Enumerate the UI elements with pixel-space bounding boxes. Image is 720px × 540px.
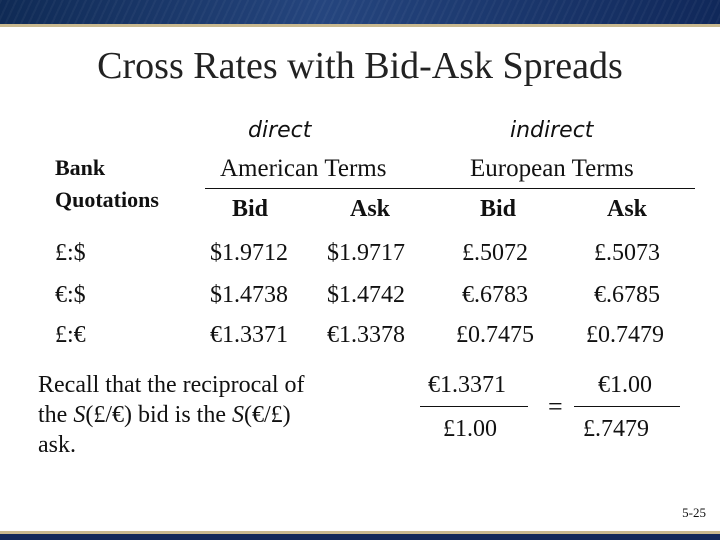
annotation-direct: direct [248, 118, 312, 143]
slide-title: Cross Rates with Bid-Ask Spreads [97, 45, 623, 87]
column-header-ask-american: Ask [350, 196, 391, 222]
table-cell: $1.4738 [210, 282, 288, 308]
note-symbol-s: S [231, 402, 244, 428]
left-numerator: €1.3371 [428, 372, 506, 398]
reciprocal-note: Recall that the reciprocal of the S(£/€)… [38, 370, 398, 460]
row-label: £:€ [55, 322, 86, 348]
left-denominator: £1.00 [443, 416, 497, 442]
note-line-3: ask. [38, 432, 76, 458]
column-header-bid-european: Bid [480, 196, 517, 222]
table-cell: £.5072 [462, 240, 528, 266]
note-text: the [38, 402, 74, 428]
note-line-2: the S(£/€) bid is the S(€/£) [38, 400, 398, 430]
column-header-ask-european: Ask [607, 196, 648, 222]
note-text: (€/£) [243, 402, 291, 428]
table-cell: €.6783 [462, 282, 528, 308]
left-fraction-bar [420, 406, 528, 407]
header-rule [205, 188, 695, 189]
table-cell: €1.3371 [210, 322, 288, 348]
row-label: £:$ [55, 240, 86, 266]
annotation-indirect: indirect [510, 118, 594, 143]
row-header-label: Bank Quotations [55, 152, 159, 216]
bottom-gold-rule [0, 531, 720, 534]
table-cell: $1.9717 [327, 240, 405, 266]
column-header-bid-american: Bid [232, 196, 269, 222]
group-european-terms: European Terms [470, 155, 634, 182]
row-header-line2: Quotations [55, 187, 159, 212]
table-cell: £0.7479 [586, 322, 664, 348]
bottom-banner [0, 534, 720, 540]
table-cell: £.5073 [594, 240, 660, 266]
equals-sign: = [548, 392, 563, 421]
note-text: (£/€) bid is the [85, 402, 232, 428]
right-numerator: €1.00 [598, 372, 652, 398]
row-label: €:$ [55, 282, 86, 308]
page-number: 5-25 [682, 505, 706, 520]
table-cell: £0.7475 [456, 322, 534, 348]
note-symbol-s: S [73, 402, 86, 428]
table-cell: €.6785 [594, 282, 660, 308]
right-denominator: £.7479 [583, 416, 649, 442]
note-line-1: Recall that the reciprocal of [38, 372, 305, 398]
right-fraction-bar [574, 406, 680, 407]
row-header-line1: Bank [55, 155, 106, 180]
group-american-terms: American Terms [220, 155, 387, 182]
top-gold-rule [0, 24, 720, 27]
table-cell: $1.4742 [327, 282, 405, 308]
table-cell: $1.9712 [210, 240, 288, 266]
table-cell: €1.3378 [327, 322, 405, 348]
top-banner [0, 0, 720, 24]
